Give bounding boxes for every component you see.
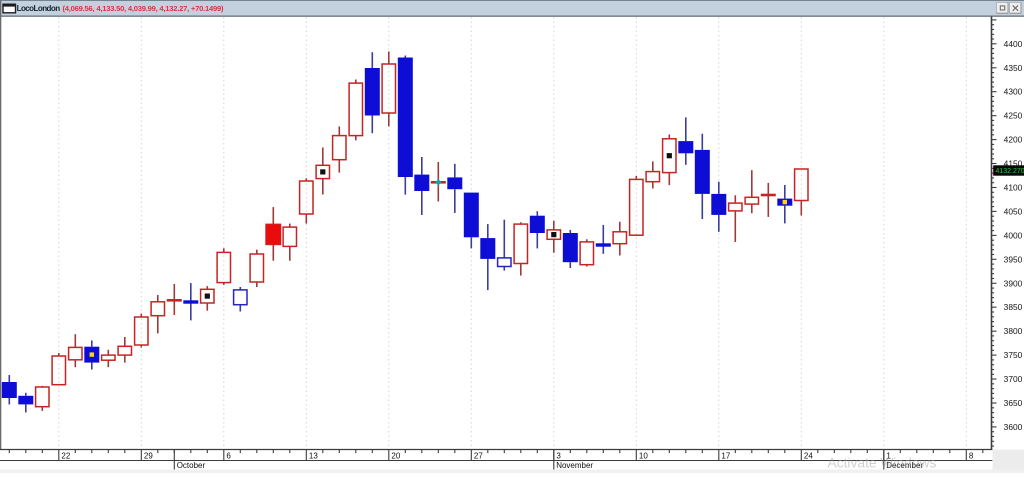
svg-text:4400: 4400 <box>1004 39 1023 49</box>
svg-text:22: 22 <box>61 451 70 460</box>
svg-text:4000: 4000 <box>1004 230 1023 240</box>
svg-text:4050: 4050 <box>1004 206 1023 216</box>
svg-text:4350: 4350 <box>1004 63 1023 73</box>
svg-text:13: 13 <box>309 451 318 460</box>
svg-text:3850: 3850 <box>1004 302 1023 312</box>
svg-text:3: 3 <box>556 451 561 460</box>
svg-text:3800: 3800 <box>1004 326 1023 336</box>
svg-text:6: 6 <box>226 451 231 460</box>
svg-text:20: 20 <box>391 451 400 460</box>
svg-text:3900: 3900 <box>1004 278 1023 288</box>
svg-text:November: November <box>556 461 593 470</box>
svg-text:3700: 3700 <box>1004 374 1023 384</box>
svg-text:4132.270: 4132.270 <box>996 168 1024 175</box>
svg-text:3750: 3750 <box>1004 350 1023 360</box>
svg-text:4200: 4200 <box>1004 135 1023 145</box>
svg-text:4100: 4100 <box>1004 183 1023 193</box>
svg-text:27: 27 <box>474 451 483 460</box>
svg-text:24: 24 <box>804 451 813 460</box>
svg-text:(4,069.56, 4,133.50, 4,039.99,: (4,069.56, 4,133.50, 4,039.99, 4,132.27,… <box>63 4 224 13</box>
svg-text:3600: 3600 <box>1004 422 1023 432</box>
svg-text:October: October <box>177 461 206 470</box>
svg-text:Activate Windows: Activate Windows <box>828 456 937 471</box>
svg-text:4300: 4300 <box>1004 87 1023 97</box>
svg-text:LocoLondon: LocoLondon <box>17 4 61 13</box>
svg-text:17: 17 <box>721 451 730 460</box>
svg-text:10: 10 <box>639 451 648 460</box>
svg-text:4250: 4250 <box>1004 111 1023 121</box>
svg-text:29: 29 <box>144 451 153 460</box>
svg-text:3950: 3950 <box>1004 254 1023 264</box>
svg-text:8: 8 <box>969 451 974 460</box>
svg-text:3650: 3650 <box>1004 398 1023 408</box>
